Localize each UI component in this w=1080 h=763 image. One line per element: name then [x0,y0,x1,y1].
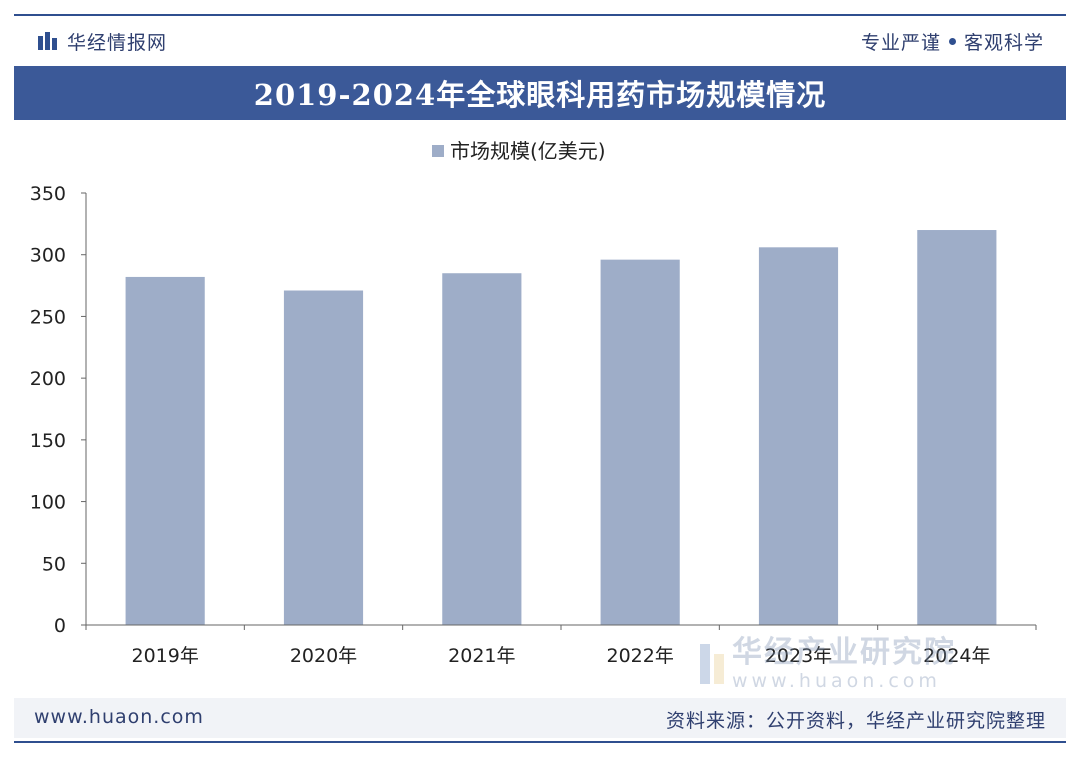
watermark-url: www.huaon.com [732,670,941,692]
slogan-left: 专业严谨 [860,31,941,54]
footer-url: www.huaon.com [34,706,204,728]
x-tick-label: 2019年 [131,645,198,667]
y-tick-label: 250 [30,306,66,328]
y-tick-label: 50 [42,553,66,575]
bar-2024年 [917,230,997,625]
footer: www.huaon.com 资料来源：公开资料，华经产业研究院整理 [14,698,1066,738]
bullet-dot-icon [948,37,956,45]
bar-2021年 [442,273,522,625]
x-axis: 2019年 2020年 2021年 2022年 2023年 2024年 [85,624,1037,667]
y-tick-label: 200 [30,368,66,390]
legend-swatch [432,145,444,157]
bars [125,230,997,625]
watermark-name: 华经产业研究院 [732,635,956,670]
brand-logo-icon [38,32,57,50]
brand-name: 华经情报网 [67,31,168,54]
bar-2020年 [283,290,364,625]
bottom-border [14,741,1066,743]
slogan: 专业严谨 客观科学 [861,27,1044,55]
top-border [14,14,1066,16]
x-tick-label: 2020年 [290,645,357,667]
watermark-logo-icon [700,644,724,684]
title-bar: 2019-2024年全球眼科用药市场规模情况 [14,66,1066,120]
y-axis: 0 50 100 150 200 250 300 350 [30,183,87,637]
y-tick-label: 150 [30,430,66,452]
brand: 华经情报网 [38,27,167,55]
x-tick-label: 2024年 [923,645,990,667]
bar-2022年 [600,259,680,625]
y-tick-label: 100 [30,492,66,514]
bar-2023年 [758,247,839,625]
bar-chart: 市场规模(亿美元) 0 50 100 150 200 250 300 350 2019年 202… [30,139,1037,667]
chart-legend: 市场规模(亿美元) [432,139,606,163]
watermark: 华经产业研究院 www.huaon.com [700,636,956,692]
footer-source: 资料来源：公开资料，华经产业研究院整理 [665,710,1046,732]
x-tick-label: 2022年 [606,645,673,667]
y-tick-label: 300 [30,245,66,267]
x-tick-label: 2023年 [765,645,832,667]
bar-2019年 [125,276,205,625]
y-tick-label: 0 [54,615,66,637]
slogan-right: 客观科学 [963,31,1044,54]
chart-title: 2019-2024年全球眼科用药市场规模情况 [253,78,827,112]
legend-label: 市场规模(亿美元) [450,139,606,163]
x-tick-label: 2021年 [448,645,515,667]
y-tick-label: 350 [30,183,66,205]
